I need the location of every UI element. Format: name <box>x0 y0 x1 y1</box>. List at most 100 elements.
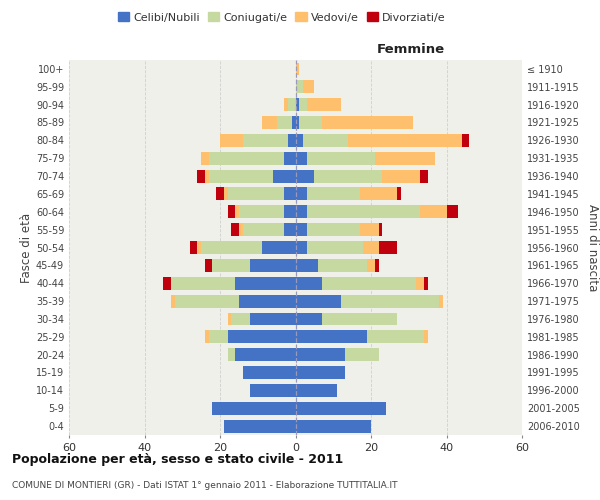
Bar <box>296 206 307 218</box>
Bar <box>307 188 359 200</box>
Bar <box>375 259 379 272</box>
Bar <box>416 277 424 289</box>
Bar <box>296 134 303 147</box>
Bar <box>220 134 242 147</box>
Bar <box>292 116 296 129</box>
Bar <box>250 312 296 326</box>
Bar <box>307 241 364 254</box>
Bar <box>262 116 277 129</box>
Bar <box>296 348 344 361</box>
Y-axis label: Anni di nascita: Anni di nascita <box>586 204 599 291</box>
Bar <box>239 294 296 308</box>
Bar <box>359 188 397 200</box>
Bar <box>314 170 382 182</box>
Bar <box>212 259 250 272</box>
Bar <box>227 188 284 200</box>
Bar <box>344 348 379 361</box>
Bar <box>296 294 341 308</box>
Bar <box>242 134 288 147</box>
Bar <box>235 348 296 361</box>
Bar <box>296 312 322 326</box>
Text: Popolazione per età, sesso e stato civile - 2011: Popolazione per età, sesso e stato civil… <box>12 452 343 466</box>
Bar <box>232 312 250 326</box>
Bar <box>227 206 235 218</box>
Bar <box>439 294 443 308</box>
Bar <box>307 152 375 164</box>
Bar <box>209 330 227 343</box>
Bar <box>397 188 401 200</box>
Bar <box>227 330 296 343</box>
Bar <box>420 206 446 218</box>
Bar <box>197 241 201 254</box>
Bar <box>367 259 375 272</box>
Text: Femmine: Femmine <box>377 44 445 56</box>
Bar <box>446 206 458 218</box>
Bar <box>296 62 299 76</box>
Bar <box>284 206 296 218</box>
Bar <box>288 98 296 111</box>
Bar <box>277 116 292 129</box>
Bar <box>250 259 296 272</box>
Bar <box>175 294 239 308</box>
Bar <box>296 170 314 182</box>
Bar <box>307 98 341 111</box>
Bar <box>209 170 273 182</box>
Bar <box>296 402 386 414</box>
Bar <box>239 223 242 236</box>
Text: COMUNE DI MONTIERI (GR) - Dati ISTAT 1° gennaio 2011 - Elaborazione TUTTITALIA.I: COMUNE DI MONTIERI (GR) - Dati ISTAT 1° … <box>12 480 398 490</box>
Bar <box>284 98 288 111</box>
Bar <box>296 384 337 397</box>
Bar <box>322 312 397 326</box>
Bar <box>171 294 175 308</box>
Bar <box>232 223 239 236</box>
Bar <box>242 366 296 379</box>
Bar <box>296 259 318 272</box>
Bar <box>341 294 439 308</box>
Bar <box>235 206 239 218</box>
Bar <box>318 259 367 272</box>
Y-axis label: Fasce di età: Fasce di età <box>20 212 33 282</box>
Bar <box>379 223 382 236</box>
Bar <box>296 80 303 93</box>
Bar <box>205 259 212 272</box>
Bar <box>296 98 299 111</box>
Bar <box>296 223 307 236</box>
Bar <box>235 277 296 289</box>
Bar <box>322 116 413 129</box>
Bar <box>262 241 296 254</box>
Bar <box>273 170 296 182</box>
Bar <box>299 116 322 129</box>
Bar <box>239 206 284 218</box>
Bar <box>216 188 224 200</box>
Bar <box>288 134 296 147</box>
Bar <box>307 206 420 218</box>
Bar <box>359 223 379 236</box>
Bar <box>197 170 205 182</box>
Bar <box>296 152 307 164</box>
Bar <box>209 152 284 164</box>
Bar <box>296 277 322 289</box>
Bar <box>303 80 314 93</box>
Bar <box>375 152 435 164</box>
Bar <box>201 152 209 164</box>
Bar <box>364 241 379 254</box>
Bar <box>205 330 209 343</box>
Bar <box>227 348 235 361</box>
Bar <box>296 366 344 379</box>
Bar <box>382 170 420 182</box>
Bar <box>461 134 469 147</box>
Bar <box>163 277 171 289</box>
Bar <box>190 241 197 254</box>
Bar <box>224 420 296 432</box>
Bar <box>284 152 296 164</box>
Bar <box>296 116 299 129</box>
Bar <box>284 188 296 200</box>
Bar <box>224 188 227 200</box>
Bar <box>303 134 349 147</box>
Bar <box>212 402 296 414</box>
Bar <box>171 277 235 289</box>
Bar <box>379 241 397 254</box>
Bar <box>205 170 209 182</box>
Bar <box>307 223 359 236</box>
Bar <box>296 420 371 432</box>
